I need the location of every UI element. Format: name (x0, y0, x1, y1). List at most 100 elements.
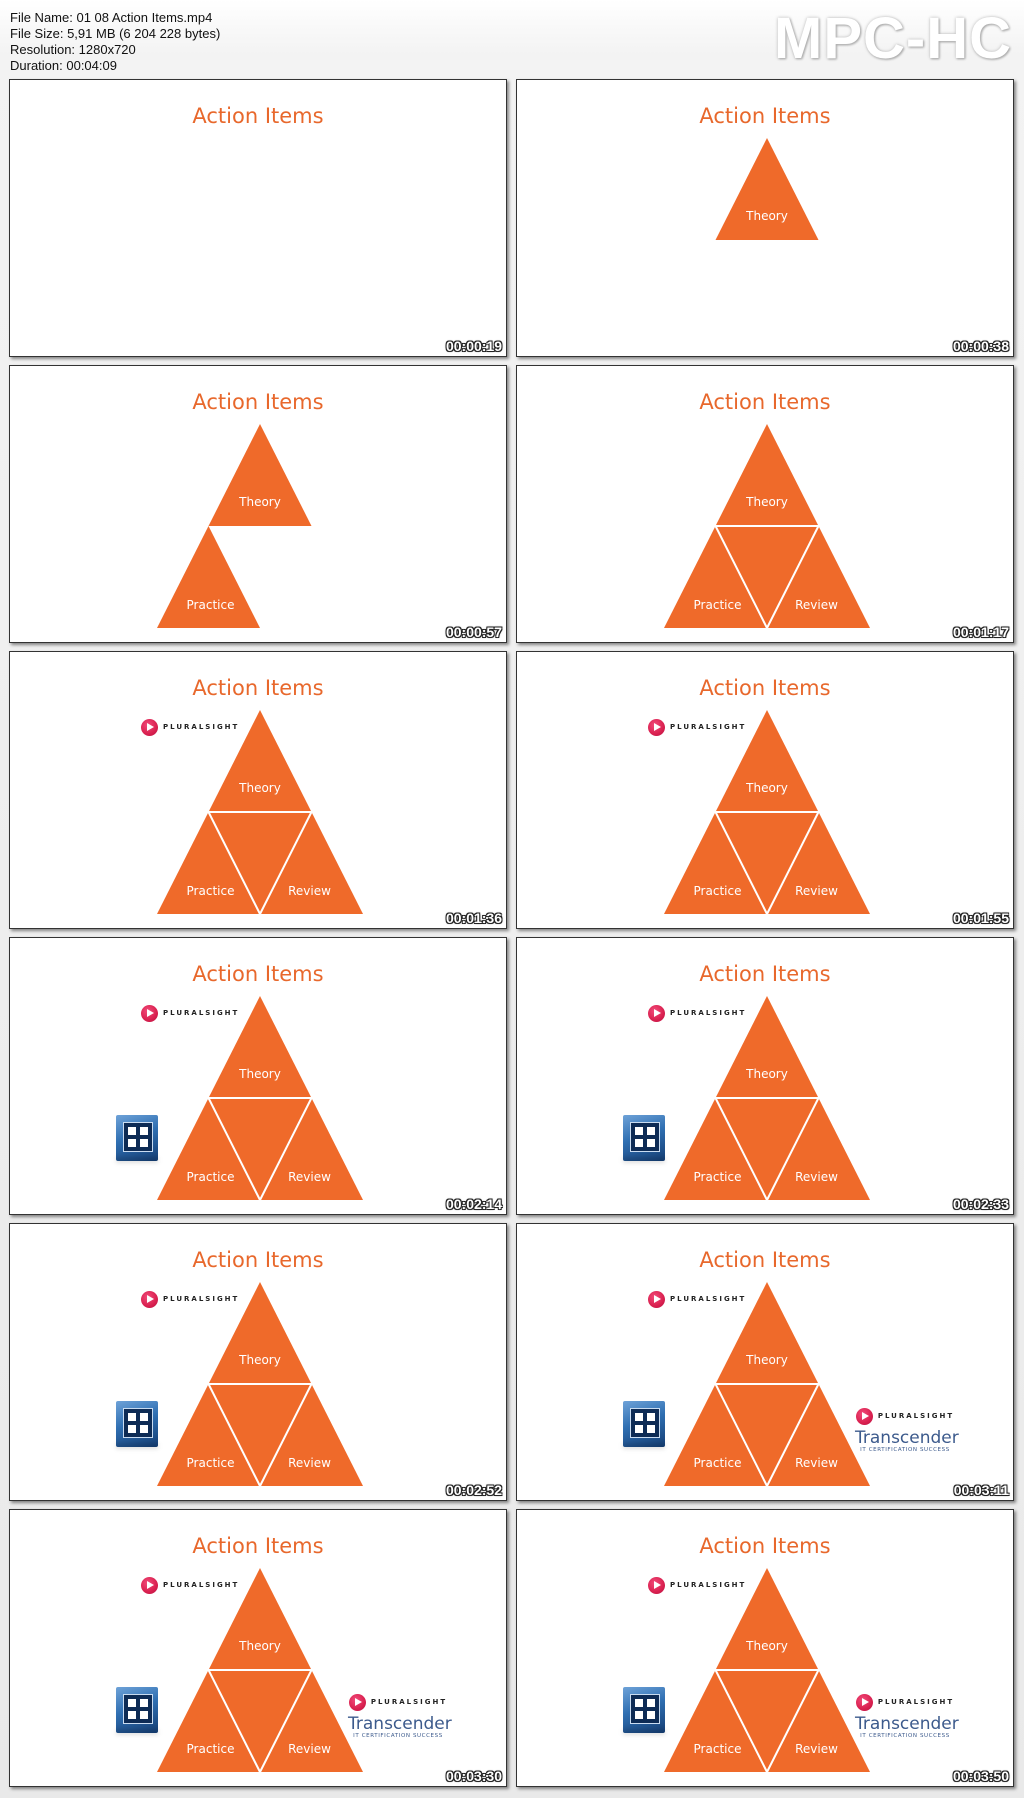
video-thumbnail[interactable]: Action Items Practice Review Theory PLURALSI… (516, 937, 1014, 1215)
theory-label: Theory (238, 1353, 281, 1367)
practice-label: Practice (187, 884, 235, 898)
video-thumbnail[interactable]: Action Items Practice Review Theory PLURALSI… (9, 1223, 507, 1501)
review-label: Review (795, 884, 838, 898)
pluralsight-wordmark: PLURALSIGHT (163, 723, 240, 731)
theory-label: Theory (238, 781, 281, 795)
pluralsight-icon (348, 1693, 366, 1711)
pyramid-diagram: Practice Review Theory (157, 710, 363, 917)
review-triangle (260, 1670, 363, 1772)
theory-triangle (208, 424, 312, 526)
contact-sheet-header: File Name: 01 08 Action Items.mp4 File S… (0, 0, 1024, 78)
video-thumbnail[interactable]: Action Items Theory Practice 00:00:57 (9, 365, 507, 643)
slide-title: Action Items (192, 1248, 324, 1272)
transcender-wordmark: Transcender (348, 1714, 452, 1734)
pluralsight-icon (648, 1004, 665, 1022)
practice-triangle (157, 1384, 260, 1486)
theory-label: Theory (238, 1067, 281, 1081)
pyramid-diagram: Practice Review Theory (664, 710, 870, 917)
center-triangle (715, 812, 819, 914)
theory-label: Theory (238, 1639, 281, 1653)
center-triangle (208, 1384, 312, 1486)
pluralsight-logo: PLURALSIGHT (648, 1576, 746, 1594)
pluralsight-logo: PLURALSIGHT (141, 1004, 239, 1022)
theory-label: Theory (745, 1067, 788, 1081)
pyramid-divider-lines (206, 1669, 314, 1775)
review-triangle (767, 526, 870, 628)
video-thumbnail[interactable]: Action Items Practice Review Theory PLURALSI… (516, 1509, 1014, 1787)
review-triangle (260, 1098, 363, 1200)
practice-label: Practice (694, 1456, 742, 1470)
pluralsight-icon (141, 718, 158, 736)
transcender-wordmark: Transcender (855, 1428, 959, 1448)
review-label: Review (795, 1742, 838, 1756)
virtualbox-icon (623, 1401, 665, 1447)
pluralsight-wordmark: PLURALSIGHT (670, 723, 747, 731)
pluralsight-wordmark: PLURALSIGHT (163, 1009, 240, 1017)
timestamp: 00:00:57 (445, 624, 502, 640)
pluralsight-logo: PLURALSIGHT (648, 1004, 746, 1022)
review-label: Review (288, 1456, 331, 1470)
transcender-logo: PLURALSIGHT Transcender IT CERTIFICATION S… (348, 1693, 452, 1740)
practice-triangle (664, 1670, 767, 1772)
pluralsight-wordmark: PLURALSIGHT (670, 1009, 747, 1017)
timestamp: 00:00:38 (952, 338, 1009, 354)
slide-title: Action Items (192, 962, 324, 986)
pyramid-divider-lines (206, 1383, 314, 1489)
practice-triangle (157, 1098, 260, 1200)
pyramid-diagram: Practice Review Theory (157, 996, 363, 1203)
video-thumbnail[interactable]: Action Items Practice Review Theory PLURALSI… (9, 937, 507, 1215)
pluralsight-icon (648, 1576, 665, 1594)
pyramid-diagram: Practice Review Theory (157, 1282, 363, 1489)
review-triangle (767, 1384, 870, 1486)
transcender-wordmark: Transcender (855, 1714, 959, 1734)
pyramid-divider-lines (713, 1669, 821, 1775)
pyramid-diagram: Practice Review Theory (157, 1568, 363, 1775)
file-size: File Size: 5,91 MB (6 204 228 bytes) (10, 26, 221, 41)
virtualbox-icon (116, 1401, 158, 1447)
video-thumbnail[interactable]: Action Items Practice Review Theory PLURALSI… (516, 1223, 1014, 1501)
pluralsight-wordmark: PLURALSIGHT (670, 1581, 747, 1589)
video-thumbnail[interactable]: Action Items Theory 00:00:38 (516, 79, 1014, 357)
review-label: Review (288, 884, 331, 898)
practice-label: Practice (694, 1170, 742, 1184)
slide-title: Action Items (699, 104, 831, 128)
resolution: Resolution: 1280x720 (10, 42, 136, 57)
virtualbox-icon (623, 1115, 665, 1161)
pyramid-diagram: Practice Review Theory (664, 424, 870, 631)
video-thumbnail[interactable]: Action Items Practice Review Theory PLURALSI… (9, 651, 507, 929)
pluralsight-logo: PLURALSIGHT (141, 1576, 239, 1594)
video-thumbnail[interactable]: Action Items Practice Review Theory PLURALSI… (516, 651, 1014, 929)
theory-label: Theory (238, 495, 281, 509)
video-thumbnail[interactable]: Action Items Practice Review Theory PLURALSI… (9, 1509, 507, 1787)
slide-title: Action Items (699, 676, 831, 700)
timestamp: 00:03:11 (953, 1482, 1009, 1498)
video-thumbnail[interactable]: Action Items Practice Review Theory 00:01:17 (516, 365, 1014, 643)
practice-label: Practice (187, 598, 235, 612)
theory-triangle (715, 138, 819, 240)
center-triangle (208, 812, 312, 914)
slide-title: Action Items (192, 104, 324, 128)
duration: Duration: 00:04:09 (10, 58, 117, 73)
pyramid-diagram: Practice Review Theory (664, 996, 870, 1203)
pluralsight-logo: PLURALSIGHT (648, 718, 746, 736)
theory-label: Theory (745, 1639, 788, 1653)
pluralsight-icon (648, 718, 665, 736)
file-info: File Name: 01 08 Action Items.mp4 File S… (10, 10, 220, 74)
timestamp: 00:02:14 (445, 1196, 502, 1212)
pluralsight-icon (855, 1407, 873, 1425)
center-triangle (715, 1098, 819, 1200)
file-name: File Name: 01 08 Action Items.mp4 (10, 10, 213, 25)
pluralsight-icon (141, 1290, 158, 1308)
practice-triangle (157, 1670, 260, 1772)
center-triangle (715, 1384, 819, 1486)
practice-label: Practice (187, 1456, 235, 1470)
timestamp: 00:02:52 (445, 1482, 502, 1498)
theory-triangle (715, 1568, 819, 1670)
video-thumbnail[interactable]: Action Items 00:00:19 (9, 79, 507, 357)
center-triangle (715, 1670, 819, 1772)
pluralsight-wordmark: PLURALSIGHT (370, 1698, 448, 1706)
theory-label: Theory (745, 209, 788, 223)
slide-title: Action Items (699, 962, 831, 986)
pyramid-divider-lines (713, 525, 821, 631)
